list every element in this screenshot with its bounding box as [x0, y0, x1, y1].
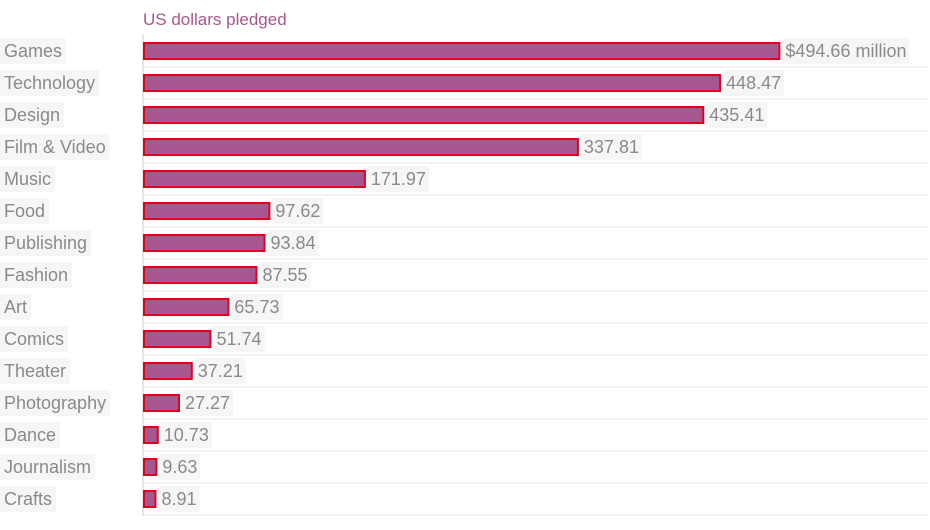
category-label-bg [0, 166, 56, 192]
value-label-bg [267, 230, 319, 256]
value-label-bg [159, 454, 201, 480]
category-label-bg [0, 486, 57, 512]
value-label-bg [782, 38, 910, 64]
value-label-bg [259, 262, 311, 288]
bar [143, 490, 157, 508]
bar [143, 362, 193, 380]
value-label: 65.73 [234, 297, 279, 317]
value-label-bg [580, 134, 642, 160]
category-label: Journalism [4, 457, 91, 477]
value-label-bg [367, 166, 429, 192]
bar [143, 42, 781, 60]
value-label: 93.84 [271, 233, 316, 253]
value-label-bg [182, 390, 234, 416]
category-label: Music [4, 169, 51, 189]
value-label: 97.62 [275, 201, 320, 221]
bar [143, 74, 722, 92]
category-label: Food [4, 201, 45, 221]
category-label-bg [0, 454, 96, 480]
category-label: Fashion [4, 265, 68, 285]
value-label-bg [272, 198, 324, 224]
value-label: 337.81 [584, 137, 639, 157]
bar-rows: Games $494.66 million Technology 448.47 Desi… [0, 38, 928, 516]
category-label: Comics [4, 329, 64, 349]
bar [143, 234, 266, 252]
category-label-bg [0, 134, 110, 160]
value-label: 51.74 [216, 329, 261, 349]
category-label-bg [0, 294, 32, 320]
value-label: 171.97 [371, 169, 426, 189]
value-label-bg [213, 326, 265, 352]
category-label: Publishing [4, 233, 87, 253]
category-label-bg [0, 262, 73, 288]
category-label-bg [0, 102, 65, 128]
bar [143, 330, 212, 348]
bar [143, 138, 579, 156]
bar [143, 170, 366, 188]
value-label: 9.63 [162, 457, 197, 477]
category-label-bg [0, 390, 111, 416]
value-label: 435.41 [709, 105, 764, 125]
category-label: Crafts [4, 489, 52, 509]
value-label: $494.66 million [785, 41, 906, 61]
category-label-bg [0, 198, 50, 224]
bar [143, 394, 181, 412]
bar [143, 458, 158, 476]
value-label: 8.91 [161, 489, 196, 509]
bar [143, 298, 230, 316]
category-label: Theater [4, 361, 66, 381]
chart-title: US dollars pledged [143, 10, 287, 29]
bar [143, 106, 705, 124]
category-label: Dance [4, 425, 56, 445]
category-label-bg [0, 230, 92, 256]
category-label: Art [4, 297, 27, 317]
value-label: 87.55 [262, 265, 307, 285]
value-label: 37.21 [198, 361, 243, 381]
value-label: 448.47 [726, 73, 781, 93]
bar [143, 426, 159, 444]
bar [143, 266, 258, 284]
category-label: Games [4, 41, 62, 61]
bar [143, 202, 271, 220]
value-label-bg [231, 294, 283, 320]
value-label: 10.73 [164, 425, 209, 445]
category-label: Technology [4, 73, 95, 93]
category-label-bg [0, 38, 67, 64]
category-label-bg [0, 358, 71, 384]
value-label-bg [706, 102, 768, 128]
category-label-bg [0, 422, 61, 448]
category-label: Film & Video [4, 137, 106, 157]
category-label-bg [0, 70, 100, 96]
value-label-bg [160, 422, 212, 448]
value-label-bg [194, 358, 246, 384]
value-label-bg [158, 486, 200, 512]
value-label: 27.27 [185, 393, 230, 413]
value-label-bg [723, 70, 785, 96]
category-label: Photography [4, 393, 106, 413]
category-label: Design [4, 105, 60, 125]
category-label-bg [0, 326, 69, 352]
